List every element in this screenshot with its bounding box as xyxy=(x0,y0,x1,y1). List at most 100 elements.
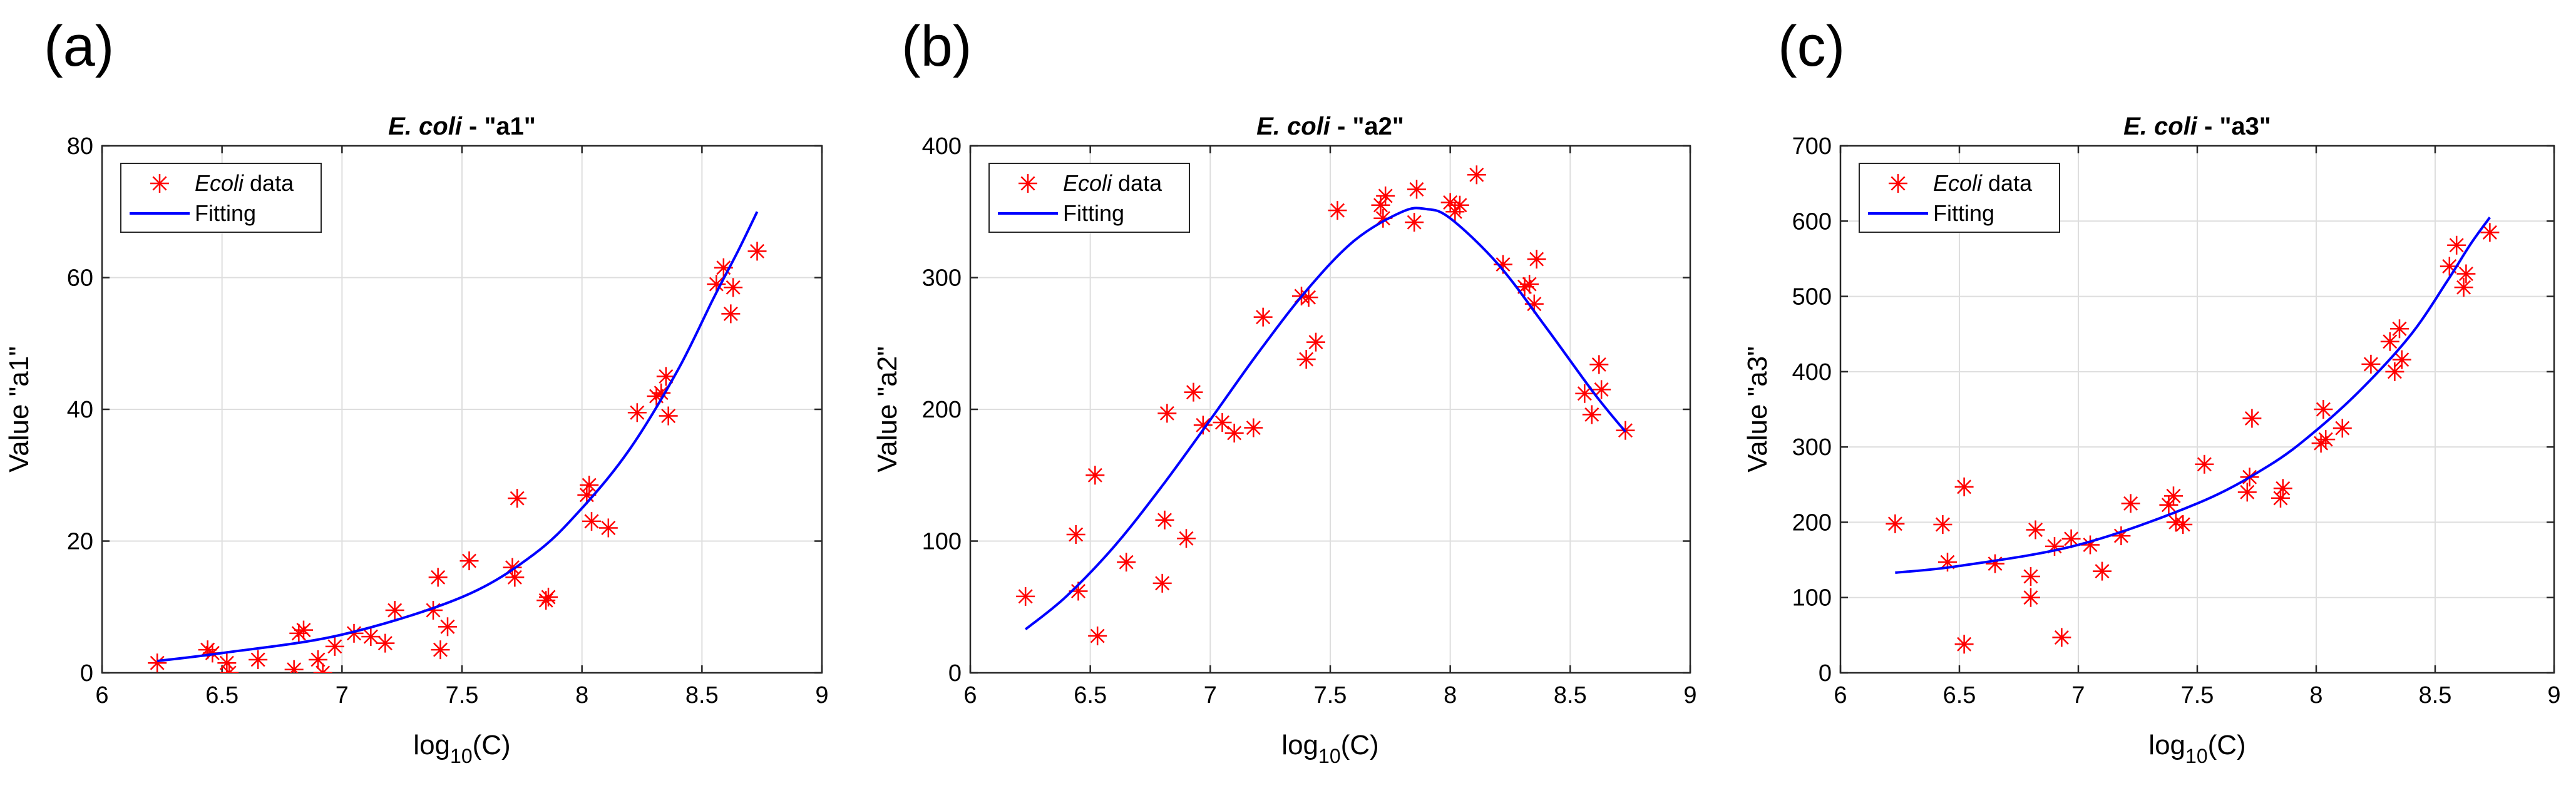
data-point xyxy=(1152,573,1172,593)
data-point xyxy=(2052,628,2071,647)
legend-data-rest: data xyxy=(1982,170,2033,196)
data-point xyxy=(1527,250,1546,269)
x-label-rest: (C) xyxy=(2208,730,2246,760)
y-axis-label: Value "a3" xyxy=(1742,346,1773,473)
data-point xyxy=(459,551,479,571)
data-point xyxy=(2093,561,2112,581)
data-point xyxy=(1520,275,1539,294)
y-tick-label: 40 xyxy=(67,397,93,423)
x-tick-label: 7.5 xyxy=(1314,682,1347,709)
y-tick-label: 400 xyxy=(922,133,962,160)
data-point xyxy=(505,568,525,587)
data-point xyxy=(1407,180,1426,199)
x-label-base: log xyxy=(2148,730,2185,760)
legend: Ecoli data Fitting xyxy=(988,163,1190,233)
x-tick-label: 6.5 xyxy=(205,682,239,709)
data-point xyxy=(659,406,678,426)
data-point xyxy=(2480,223,2500,242)
legend: Ecoli data Fitting xyxy=(1859,163,2060,233)
data-point xyxy=(1405,213,1424,232)
data-point xyxy=(1016,586,1035,606)
data-point xyxy=(539,587,558,606)
data-point xyxy=(2045,536,2064,556)
y-axis-label: Value "a1" xyxy=(4,346,34,473)
data-point xyxy=(431,640,450,660)
y-tick-label: 60 xyxy=(67,265,93,292)
data-point xyxy=(1589,355,1609,374)
data-point xyxy=(2361,354,2381,374)
data-point xyxy=(1592,380,1611,399)
y-tick-label: 0 xyxy=(80,660,93,687)
y-tick-label: 20 xyxy=(67,529,93,555)
legend-data-italic: Ecoli xyxy=(1933,170,1983,196)
x-tick-label: 8.5 xyxy=(685,682,719,709)
data-point xyxy=(313,663,332,673)
data-point xyxy=(309,650,327,669)
chart-panel-0: (a) 6 6.5 7 7.5 8 8.5 9 0 20 40 60 80 E. coli - "a1" l… xyxy=(4,14,829,767)
data-point xyxy=(2021,567,2040,586)
data-point xyxy=(325,637,344,656)
legend-entry-fitting: Fitting xyxy=(1933,200,1994,226)
data-point xyxy=(1296,350,1316,369)
y-tick-label: 300 xyxy=(1792,434,1832,461)
data-point xyxy=(2159,495,2178,514)
data-point xyxy=(438,617,457,637)
y-tick-label: 100 xyxy=(922,529,962,555)
title-rest: - "a1" xyxy=(462,113,536,140)
data-point xyxy=(2273,479,2292,498)
panel-label: (a) xyxy=(44,14,114,78)
y-axis-label: Value "a2" xyxy=(872,346,903,473)
legend-data-rest: data xyxy=(1112,170,1162,196)
x-tick-label: 9 xyxy=(1683,682,1696,709)
data-point xyxy=(2271,488,2290,508)
data-point xyxy=(582,511,601,531)
data-point xyxy=(2314,400,2333,419)
x-tick-label: 8 xyxy=(575,682,588,709)
data-point xyxy=(284,660,304,673)
data-point xyxy=(2390,319,2409,339)
chart-title: E. coli - "a3" xyxy=(2123,113,2271,140)
title-species: E. coli xyxy=(2123,113,2198,140)
data-point xyxy=(220,663,239,673)
y-tick-label: 300 xyxy=(922,265,962,292)
title-species: E. coli xyxy=(1256,113,1331,140)
data-point xyxy=(1117,553,1136,572)
y-tick-label: 600 xyxy=(1792,208,1832,235)
x-label-rest: (C) xyxy=(473,730,511,760)
x-tick-label: 7.5 xyxy=(2181,682,2214,709)
data-point xyxy=(1066,524,1085,544)
legend-box xyxy=(1859,163,2060,233)
data-point xyxy=(217,653,237,673)
data-point xyxy=(2332,419,2352,438)
plot-content xyxy=(1886,217,2500,654)
data-point xyxy=(1986,554,2004,573)
data-point xyxy=(376,633,395,653)
plot-content xyxy=(148,211,767,673)
data-point xyxy=(656,367,675,386)
y-tick-label: 700 xyxy=(1792,133,1832,160)
x-label-rest: (C) xyxy=(1341,730,1379,760)
panel-label: (b) xyxy=(901,14,972,78)
data-point xyxy=(1328,201,1347,220)
title-rest: - "a2" xyxy=(1330,113,1404,140)
data-point xyxy=(289,623,309,643)
data-point xyxy=(1306,332,1325,352)
data-point xyxy=(2385,362,2404,381)
data-point xyxy=(721,304,741,324)
data-point xyxy=(1184,382,1203,402)
x-tick-label: 6.5 xyxy=(1074,682,1107,709)
x-tick-label: 6.5 xyxy=(1943,682,1976,709)
x-tick-label: 8.5 xyxy=(1554,682,1587,709)
data-point xyxy=(1224,423,1244,443)
data-point xyxy=(2316,430,2336,449)
legend-marker-sample xyxy=(1019,174,1037,193)
data-point xyxy=(428,568,448,587)
title-species: E. coli xyxy=(388,113,463,140)
data-point xyxy=(1213,413,1232,432)
data-point xyxy=(1244,418,1263,437)
x-label-subscript: 10 xyxy=(1318,745,1341,767)
y-tick-label: 400 xyxy=(1792,359,1832,386)
legend-entry-fitting: Fitting xyxy=(1063,200,1124,226)
data-point xyxy=(1450,195,1469,215)
